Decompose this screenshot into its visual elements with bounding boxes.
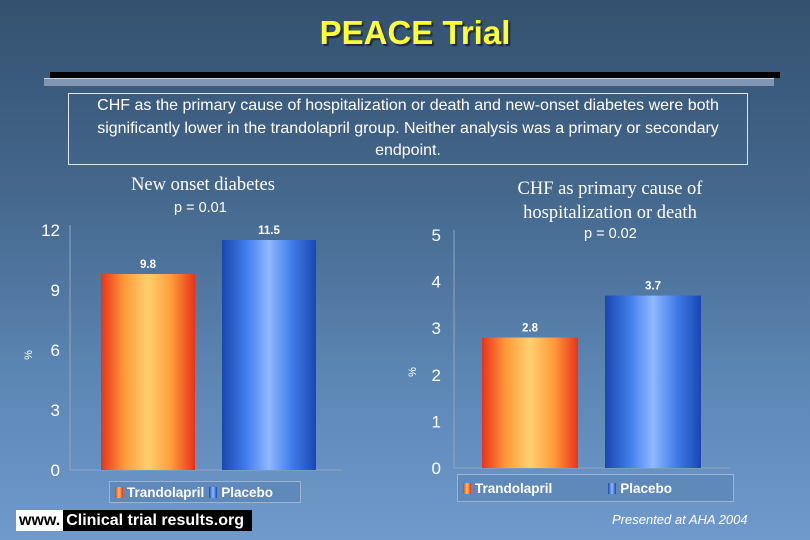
legend-label-trandolapril: Trandolapril: [127, 484, 205, 500]
chart-2-pvalue: p = 0.02: [584, 226, 637, 242]
y-tick-label: 0: [51, 461, 60, 480]
y-tick-label: 6: [51, 341, 60, 360]
y-axis-label: %: [23, 350, 35, 360]
legend-swatch-trandolapril: [115, 486, 123, 498]
title-divider-dark: [50, 72, 780, 78]
bar-placebo: [222, 240, 316, 470]
chart-1-pvalue: p = 0.01: [174, 200, 227, 216]
legend-swatch-placebo: [608, 482, 617, 494]
legend-label-placebo: Placebo: [221, 484, 274, 500]
legend-label-placebo: Placebo: [620, 480, 673, 496]
page-title: PEACE Trial: [319, 14, 511, 51]
legend-label-trandolapril: Trandolapril: [475, 480, 553, 496]
title-divider-light: [44, 78, 774, 86]
bar-trandolapril: [101, 274, 195, 470]
summary-note: CHF as the primary cause of hospitalizat…: [68, 93, 748, 165]
y-tick-label: 12: [41, 221, 60, 240]
presented-at-text: Presented at AHA 2004: [612, 512, 748, 527]
site-badge-link[interactable]: www. Clinical trial results.org: [16, 510, 253, 531]
data-label-placebo: 11.5: [258, 225, 280, 237]
legend-swatch-placebo: [209, 486, 218, 498]
legend-swatch-trandolapril: [463, 482, 471, 494]
chart-2-title: CHF as primary cause of hospitalization …: [517, 179, 703, 223]
data-label-trandolapril: 9.8: [140, 259, 157, 271]
site-badge-www: www.: [16, 510, 64, 531]
y-tick-label: 9: [51, 281, 60, 300]
site-badge-text: Clinical trial results.org: [63, 510, 253, 531]
y-tick-label: 3: [51, 401, 60, 420]
chart-1-legend: Trandolapril Placebo: [109, 481, 301, 503]
chart-2-legend: Trandolapril Placebo: [457, 474, 734, 502]
chart-1-title: New onset diabetes: [131, 175, 275, 195]
